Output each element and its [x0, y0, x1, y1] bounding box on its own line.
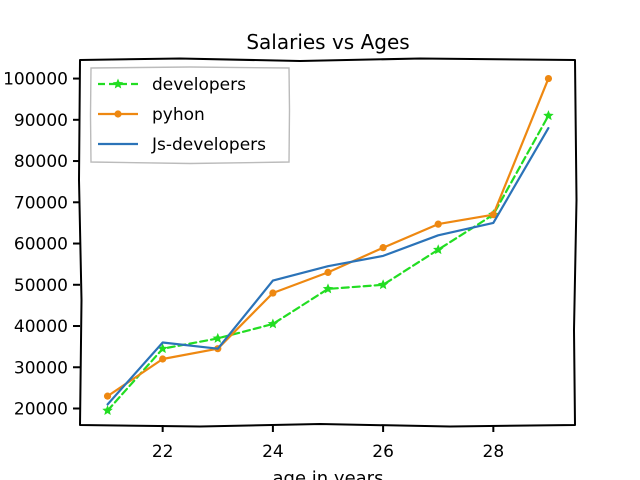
data-point-developers-2: [212, 332, 224, 343]
chart-title: Salaries vs Ages: [246, 30, 409, 54]
legend-box: [89, 66, 291, 165]
y-axis: 20000 30000 40000 50000 60000 70000 80000 90000…: [3, 70, 80, 420]
legend-marker: [114, 110, 122, 118]
legend: developers pyhon Js-developers: [89, 66, 291, 165]
x-tick-label: 26: [372, 442, 394, 462]
legend-label: pyhon: [152, 105, 205, 125]
y-tick-label: 90000: [14, 111, 68, 131]
data-point-developers-1: [157, 343, 168, 354]
legend-item-js-developers: Js-developers: [98, 135, 266, 155]
data-point-pyhon-8: [544, 74, 553, 83]
legend-label: developers: [152, 75, 246, 95]
data-point-developers-5: [377, 279, 389, 290]
x-axis: 22 24 26 28: [152, 425, 504, 462]
series-js-developers: [106, 127, 550, 406]
y-tick-label: 40000: [14, 317, 68, 337]
data-point-pyhon-1: [159, 355, 167, 363]
data-point-pyhon-5: [379, 244, 387, 252]
data-point-developers-3: [267, 318, 279, 329]
y-tick-label: 30000: [14, 358, 68, 378]
data-point-developers-4: [322, 283, 334, 294]
series-pyhon: [103, 74, 553, 400]
x-tick-label: 22: [152, 442, 174, 462]
data-point-developers-8: [543, 110, 554, 121]
y-tick-label: 70000: [14, 193, 68, 213]
data-point-pyhon-0: [103, 392, 112, 400]
data-point-developers-0: [102, 405, 113, 416]
legend-item-developers: developers: [98, 75, 246, 95]
data-point-pyhon-7: [489, 211, 497, 219]
data-point-pyhon-3: [269, 289, 277, 297]
y-tick-label: 50000: [14, 276, 68, 296]
data-point-developers-6: [432, 244, 444, 255]
y-tick-label: 60000: [14, 235, 68, 255]
y-tick-label: 20000: [14, 400, 68, 420]
x-tick-label: 24: [262, 442, 284, 462]
y-tick-label: 100000: [3, 70, 68, 90]
legend-marker: [112, 78, 124, 89]
legend-label: Js-developers: [151, 135, 266, 155]
x-axis-label: age in years: [273, 468, 384, 480]
y-tick-label: 80000: [14, 152, 68, 172]
data-point-pyhon-6: [434, 220, 442, 228]
plot-frame: [78, 57, 578, 428]
legend-item-pyhon: pyhon: [98, 105, 205, 125]
data-point-pyhon-4: [324, 268, 332, 277]
series-line-js-developers: [106, 127, 550, 406]
x-tick-label: 28: [483, 442, 505, 462]
series-layer: [102, 74, 554, 416]
